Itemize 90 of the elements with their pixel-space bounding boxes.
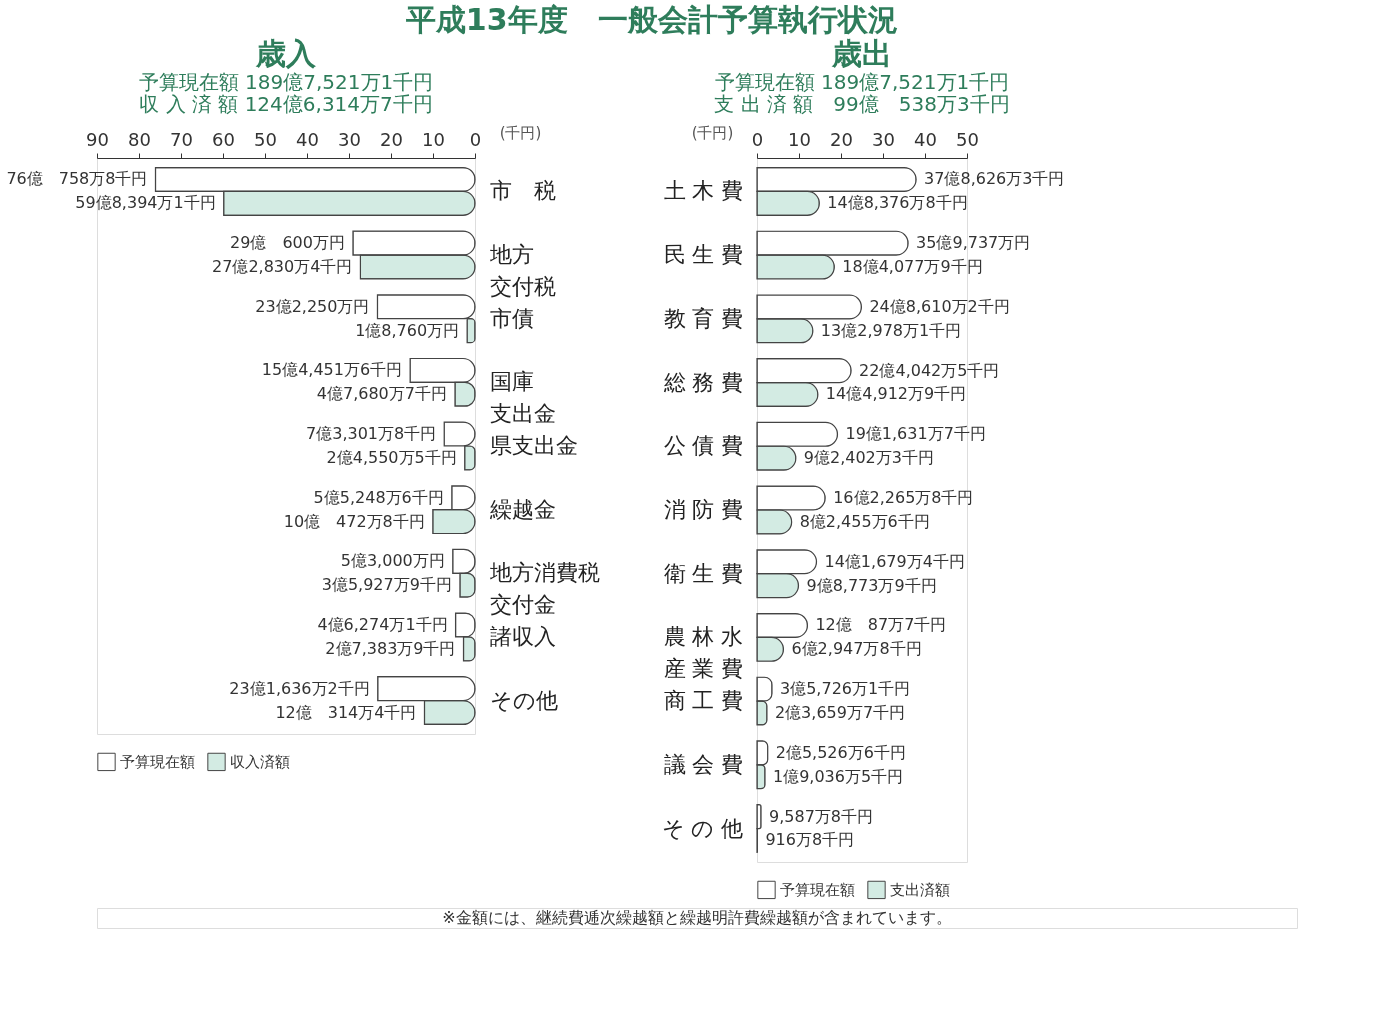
y-tick-label: そ の 他 xyxy=(661,815,744,841)
annotation: 4億6,274万1千円 xyxy=(317,615,448,635)
annotation: 19億1,631万7千円 xyxy=(845,424,986,444)
annotation: 5億5,248万6千円 xyxy=(313,487,444,507)
y-tick-label: 諸収入 xyxy=(489,623,556,649)
annotation: 2億7,383万9千円 xyxy=(325,638,456,658)
x-tick-label: 40 xyxy=(296,128,319,150)
annotation: 13億2,978万1千円 xyxy=(820,320,962,340)
annotation: 23億1,636万2千円 xyxy=(229,678,370,698)
x-tick-label: 20 xyxy=(380,128,403,150)
x-tick-label: 50 xyxy=(254,128,277,150)
legend-label: 予算現在額 xyxy=(120,752,195,771)
y-tick-label: 地方消費税交付金 xyxy=(488,560,600,618)
annotation: 8億2,455万6千円 xyxy=(799,511,930,531)
annotation: 12億 314万4千円 xyxy=(275,702,417,722)
text: 平成13年度 一般会計予算執行状況 xyxy=(404,1,898,37)
x-tick-label: 50 xyxy=(956,128,979,150)
y-tick-label: 教 育 費 xyxy=(663,305,744,331)
annotation: 916万8千円 xyxy=(765,830,855,850)
text: 収 入 済 額 124億6,314万7千円 xyxy=(139,92,433,116)
annotation: 9億8,773万9千円 xyxy=(806,575,937,595)
y-tick-label: 国庫支出金 xyxy=(489,369,556,427)
annotation: 14億1,679万4千円 xyxy=(824,551,965,571)
x-tick-label: 10 xyxy=(422,128,445,150)
annotation: 3億5,927万9千円 xyxy=(321,575,452,595)
annotation: 4億7,680万7千円 xyxy=(316,384,447,404)
annotation: 9億2,402万3千円 xyxy=(803,448,934,468)
annotation: 76億 758万8千円 xyxy=(6,169,148,189)
annotation: 12億 87万7千円 xyxy=(815,615,947,635)
y-tick-label: 総 務 費 xyxy=(662,369,744,395)
text: 予算現在額 189億7,521万1千円 xyxy=(714,70,1010,94)
text: 支 出 済 額 99億 538万3千円 xyxy=(714,92,1010,116)
annotation: 9,587万8千円 xyxy=(769,806,874,826)
y-tick-label: 県支出金 xyxy=(489,433,578,458)
annotation: 14億8,376万8千円 xyxy=(827,193,968,213)
annotation: 23億2,250万円 xyxy=(255,296,370,316)
annotation: 2億3,659万7千円 xyxy=(774,703,906,723)
y-tick-label: 公 債 費 xyxy=(663,433,744,459)
x-tick-label: 10 xyxy=(788,128,811,150)
legend-label: 支出済額 xyxy=(890,880,950,899)
chart-title: 歳入 xyxy=(255,36,317,71)
x-tick-label: 30 xyxy=(338,128,361,150)
annotation: 10億 472万8千円 xyxy=(283,511,425,531)
annotation: 3億5,726万1千円 xyxy=(780,679,911,699)
annotation: 24億8,610万2千円 xyxy=(869,296,1010,316)
text: 予算現在額 189億7,521万1千円 xyxy=(138,70,434,94)
annotation: 1億9,036万5千円 xyxy=(773,766,904,786)
x-tick-label: 60 xyxy=(212,128,235,150)
legend-label: 予算現在額 xyxy=(780,880,855,899)
x-tick-label: 0 xyxy=(751,128,764,150)
x-axis-title: (千円) xyxy=(691,123,734,142)
y-tick-label: 民 生 費 xyxy=(663,242,744,268)
annotation: 15億4,451万6千円 xyxy=(261,360,403,380)
text: ※金額には、継続費逓次繰越額と繰越明許費繰越額が含まれています。 xyxy=(442,908,952,927)
y-tick-label: 市債 xyxy=(489,305,534,331)
y-tick-label: 地方交付税 xyxy=(488,242,556,300)
annotation: 27億2,830万4千円 xyxy=(212,256,353,276)
y-tick-label: 市 税 xyxy=(489,178,556,204)
legend-label: 収入済額 xyxy=(230,752,290,771)
chart-title: 歳出 xyxy=(831,36,892,71)
y-tick-label: 農 林 水産 業 費 xyxy=(663,624,744,682)
annotation: 29億 600万円 xyxy=(230,233,345,253)
y-tick-label: 消 防 費 xyxy=(663,497,744,522)
annotation: 5億3,000万円 xyxy=(340,551,445,571)
x-axis-title: (千円) xyxy=(499,123,542,142)
annotation: 18億4,077万9千円 xyxy=(842,257,983,277)
annotation: 2億4,550万5千円 xyxy=(326,447,457,467)
x-tick-label: 80 xyxy=(128,128,151,150)
annotation: 7億3,301万8千円 xyxy=(306,424,437,444)
annotation: 59億8,394万1千円 xyxy=(75,193,216,213)
annotation: 22億4,042万5千円 xyxy=(859,360,1000,380)
x-tick-label: 40 xyxy=(914,128,937,150)
annotation: 35億9,737万円 xyxy=(916,233,1031,253)
y-tick-label: 衛 生 費 xyxy=(663,560,744,586)
annotation: 2億5,526万6千円 xyxy=(775,742,906,762)
y-tick-label: 議 会 費 xyxy=(663,751,744,777)
annotation: 1億8,760万円 xyxy=(355,320,460,340)
annotation: 14億4,912万9千円 xyxy=(825,384,967,404)
annotation: 37億8,626万3千円 xyxy=(924,169,1065,189)
x-tick-label: 70 xyxy=(170,128,193,150)
y-tick-label: その他 xyxy=(489,687,558,713)
annotation: 16億2,265万8千円 xyxy=(833,488,974,508)
annotation: 6億2,947万8千円 xyxy=(791,639,922,659)
y-tick-label: 商 工 費 xyxy=(663,688,744,714)
x-tick-label: 0 xyxy=(469,128,482,150)
x-tick-label: 30 xyxy=(872,128,895,150)
x-tick-label: 90 xyxy=(86,128,109,150)
y-tick-label: 土 木 費 xyxy=(663,178,744,204)
x-tick-label: 20 xyxy=(830,128,853,150)
y-tick-label: 繰越金 xyxy=(488,496,556,522)
